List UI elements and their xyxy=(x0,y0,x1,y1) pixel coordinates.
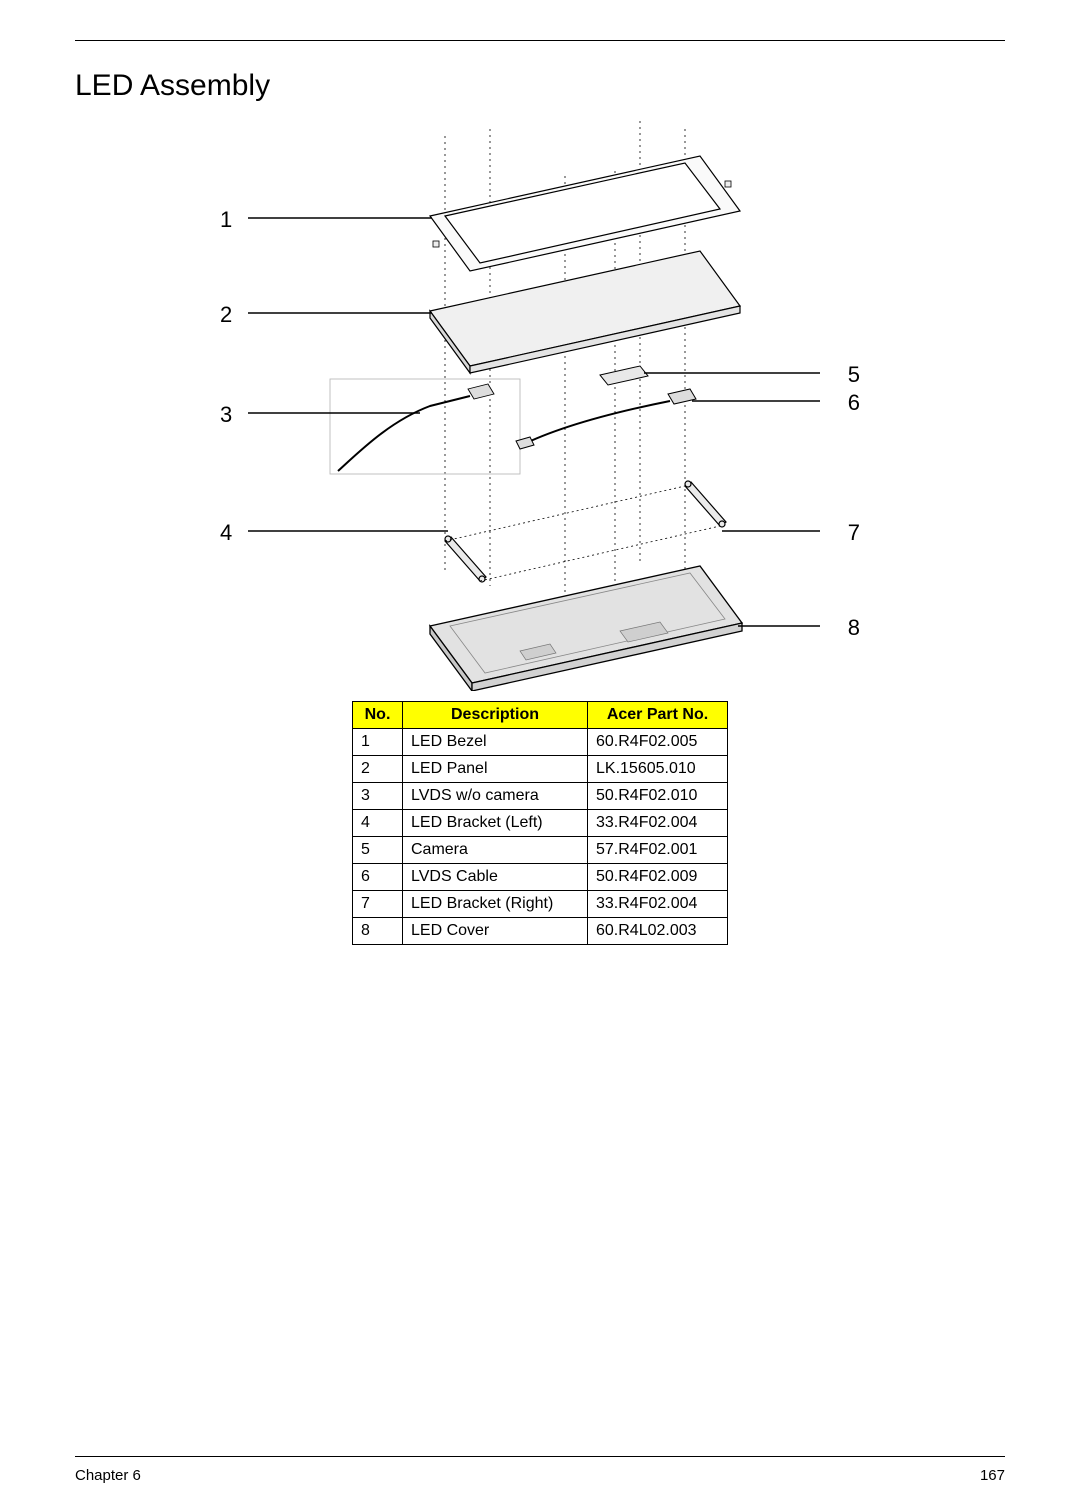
cell-desc: LED Bracket (Right) xyxy=(403,891,588,918)
col-header-no: No. xyxy=(353,702,403,729)
table-row: 6 LVDS Cable 50.R4F02.009 xyxy=(353,864,728,891)
cell-part: 33.R4F02.004 xyxy=(588,810,728,837)
table-row: 2 LED Panel LK.15605.010 xyxy=(353,756,728,783)
assembly-svg xyxy=(220,121,860,691)
col-header-desc: Description xyxy=(403,702,588,729)
cell-desc: LED Cover xyxy=(403,918,588,945)
callout-5: 5 xyxy=(848,362,860,388)
callout-8: 8 xyxy=(848,615,860,641)
callout-2: 2 xyxy=(220,302,232,328)
cell-no: 2 xyxy=(353,756,403,783)
bottom-rule xyxy=(75,1456,1005,1457)
cell-part: 50.R4F02.009 xyxy=(588,864,728,891)
cell-part: 57.R4F02.001 xyxy=(588,837,728,864)
cell-desc: LED Panel xyxy=(403,756,588,783)
cell-part: 50.R4F02.010 xyxy=(588,783,728,810)
cell-no: 5 xyxy=(353,837,403,864)
table-row: 8 LED Cover 60.R4L02.003 xyxy=(353,918,728,945)
top-rule xyxy=(75,40,1005,41)
table-row: 1 LED Bezel 60.R4F02.005 xyxy=(353,729,728,756)
callout-7: 7 xyxy=(848,520,860,546)
table-row: 5 Camera 57.R4F02.001 xyxy=(353,837,728,864)
footer-chapter: Chapter 6 xyxy=(75,1467,141,1484)
cell-desc: Camera xyxy=(403,837,588,864)
cell-desc: LED Bracket (Left) xyxy=(403,810,588,837)
cell-desc: LVDS Cable xyxy=(403,864,588,891)
callout-6: 6 xyxy=(848,390,860,416)
table-row: 3 LVDS w/o camera 50.R4F02.010 xyxy=(353,783,728,810)
cell-no: 4 xyxy=(353,810,403,837)
cell-part: 60.R4L02.003 xyxy=(588,918,728,945)
table-row: 7 LED Bracket (Right) 33.R4F02.004 xyxy=(353,891,728,918)
cell-desc: LED Bezel xyxy=(403,729,588,756)
cell-part: LK.15605.010 xyxy=(588,756,728,783)
callout-3: 3 xyxy=(220,402,232,428)
cell-no: 3 xyxy=(353,783,403,810)
parts-table: No. Description Acer Part No. 1 LED Beze… xyxy=(352,701,728,945)
table-header-row: No. Description Acer Part No. xyxy=(353,702,728,729)
cell-no: 7 xyxy=(353,891,403,918)
callout-1: 1 xyxy=(220,207,232,233)
cell-part: 33.R4F02.004 xyxy=(588,891,728,918)
cell-desc: LVDS w/o camera xyxy=(403,783,588,810)
table-row: 4 LED Bracket (Left) 33.R4F02.004 xyxy=(353,810,728,837)
page-title: LED Assembly xyxy=(75,69,1005,103)
cell-part: 60.R4F02.005 xyxy=(588,729,728,756)
col-header-part: Acer Part No. xyxy=(588,702,728,729)
cell-no: 6 xyxy=(353,864,403,891)
callout-4: 4 xyxy=(220,520,232,546)
cell-no: 1 xyxy=(353,729,403,756)
footer-page: 167 xyxy=(980,1467,1005,1484)
cell-no: 8 xyxy=(353,918,403,945)
exploded-diagram: 1 2 3 4 5 6 7 8 xyxy=(220,121,860,691)
